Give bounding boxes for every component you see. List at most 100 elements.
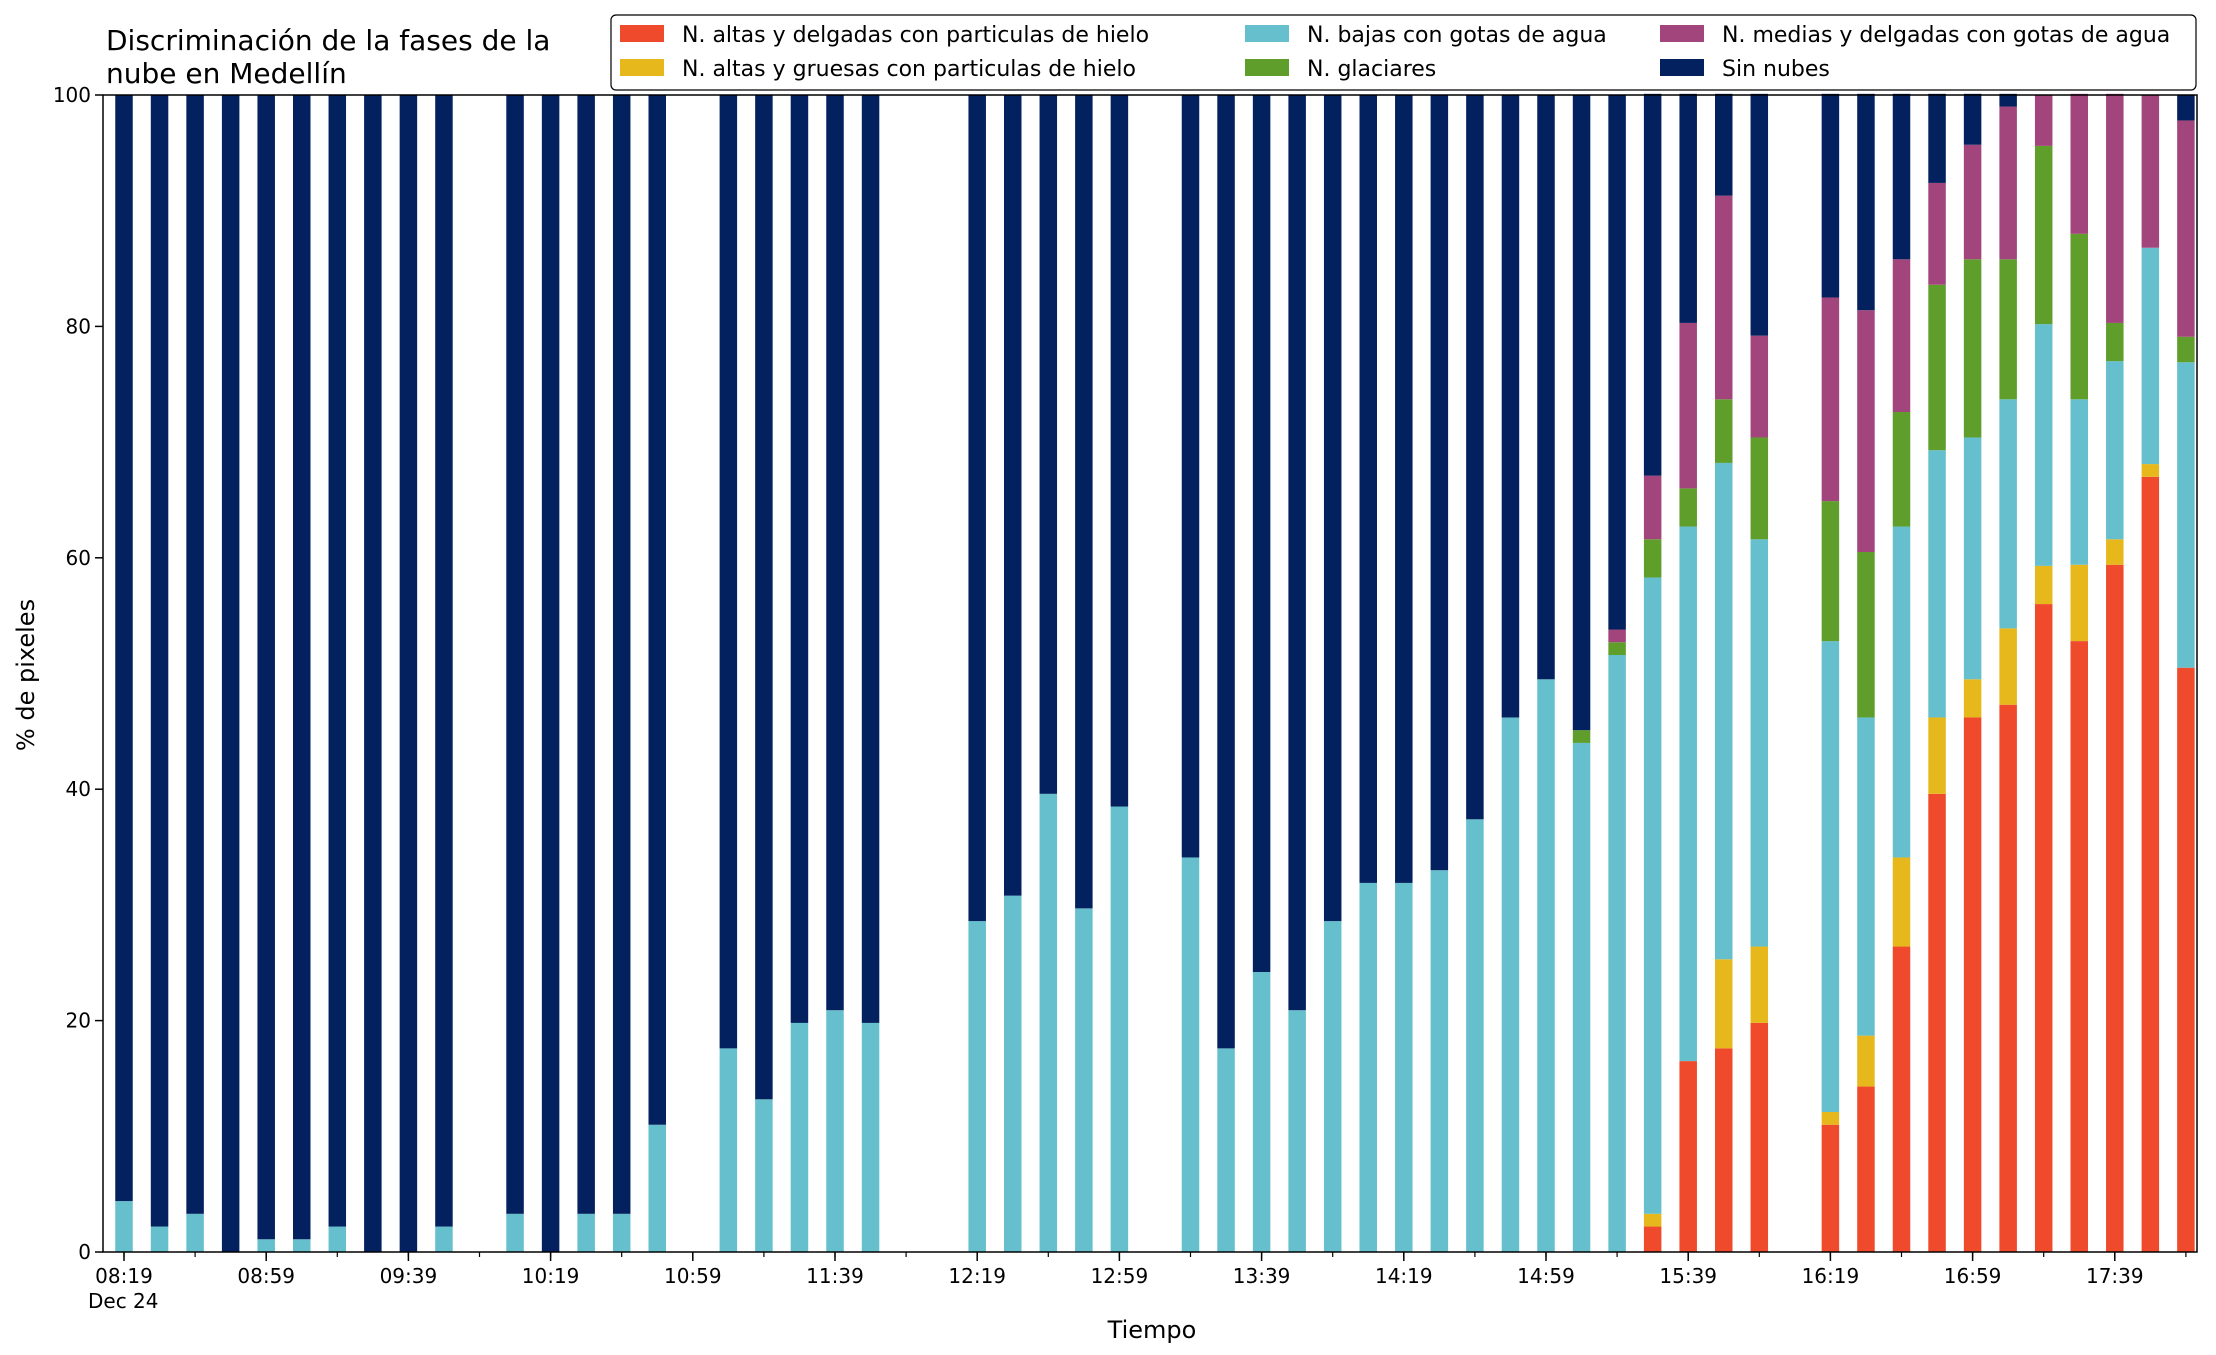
y-tick-label: 60 bbox=[66, 546, 91, 570]
bar-segment bbox=[1857, 1035, 1875, 1087]
bar-segment bbox=[2034, 324, 2053, 566]
bar-segment bbox=[1963, 679, 1982, 718]
bar-segment bbox=[1643, 93, 1662, 476]
bar-segment bbox=[1821, 1112, 1840, 1125]
bar-segment bbox=[1857, 310, 1875, 553]
bar-segment bbox=[293, 95, 311, 1240]
bar-segment bbox=[1679, 1061, 1697, 1252]
x-tick-label: 14:59 bbox=[1517, 1264, 1575, 1288]
bar-segment bbox=[577, 1213, 595, 1252]
bar-segment bbox=[1750, 335, 1769, 438]
bar-segment bbox=[1857, 717, 1875, 1036]
bar-segment bbox=[1572, 730, 1591, 743]
bar-segment bbox=[968, 921, 986, 1252]
bar-segment bbox=[1643, 1213, 1662, 1227]
bar-segment bbox=[1715, 399, 1733, 463]
bar-segment bbox=[1857, 93, 1875, 311]
bar-segment bbox=[1323, 95, 1342, 922]
bar-segment bbox=[293, 1239, 311, 1252]
bar-segment bbox=[1963, 717, 1982, 1252]
bar-segment bbox=[2177, 120, 2195, 337]
bar-segment bbox=[719, 95, 738, 1049]
bar-segment bbox=[1857, 552, 1875, 718]
bar-segment bbox=[1821, 93, 1840, 298]
bar-segment bbox=[1892, 412, 1911, 527]
bar-segment bbox=[1892, 526, 1911, 858]
x-tick-label: 17:39 bbox=[2086, 1264, 2144, 1288]
x-tick-label: 13:39 bbox=[1233, 1264, 1291, 1288]
bar-segment bbox=[2141, 464, 2160, 477]
legend-swatch bbox=[1245, 59, 1289, 76]
bar-segment bbox=[2141, 95, 2160, 248]
bar-segment bbox=[1572, 95, 1591, 731]
bar-segment bbox=[1999, 93, 2017, 107]
bar-segment bbox=[1892, 946, 1911, 1252]
bar-segment bbox=[1395, 95, 1413, 883]
legend-swatch bbox=[1660, 25, 1704, 42]
bar-segment bbox=[1963, 259, 1982, 438]
bar-segment bbox=[1110, 95, 1129, 807]
bar-segment bbox=[1608, 629, 1626, 643]
bar-segment bbox=[1643, 1226, 1662, 1252]
bar-segment bbox=[2177, 95, 2195, 121]
bar-segment bbox=[2034, 145, 2053, 325]
bar-segment bbox=[2177, 362, 2195, 668]
bar-segment bbox=[1252, 95, 1271, 973]
bar-segment bbox=[1750, 93, 1769, 336]
legend-swatch bbox=[1245, 25, 1289, 42]
bar-segment bbox=[2070, 564, 2088, 642]
bar-segment bbox=[612, 95, 631, 1214]
bar-segment bbox=[186, 1213, 204, 1252]
bar-segment bbox=[790, 1022, 809, 1252]
legend-label: Sin nubes bbox=[1722, 57, 1830, 82]
bar-segment bbox=[1288, 95, 1306, 1011]
bar-segment bbox=[1928, 93, 1946, 183]
y-axis-label: % de pixeles bbox=[12, 599, 40, 751]
bar-segment bbox=[506, 95, 524, 1214]
bar-segment bbox=[1181, 95, 1200, 858]
bar-segment bbox=[755, 95, 773, 1100]
bar-segment bbox=[257, 95, 275, 1240]
y-tick-label: 80 bbox=[66, 314, 91, 338]
bar-segment bbox=[648, 1124, 666, 1252]
bar-segment bbox=[1715, 1048, 1733, 1252]
x-axis-label: Tiempo bbox=[1107, 1316, 1197, 1344]
y-tick-label: 40 bbox=[66, 777, 91, 801]
x-tick-sublabel: Dec 24 bbox=[88, 1289, 159, 1313]
bar-segment bbox=[861, 1022, 880, 1252]
bars-layer bbox=[115, 93, 2195, 1252]
bar-segment bbox=[1217, 1048, 1235, 1252]
bar-segment bbox=[1039, 793, 1058, 1252]
bar-segment bbox=[1359, 882, 1377, 1252]
bar-segment bbox=[1608, 642, 1626, 655]
bar-segment bbox=[826, 95, 844, 1011]
bar-segment bbox=[1750, 539, 1769, 947]
bar-segment bbox=[1892, 93, 1911, 260]
y-tick-label: 20 bbox=[66, 1009, 91, 1033]
legend-label: N. glaciares bbox=[1307, 57, 1436, 82]
bar-segment bbox=[1928, 717, 1946, 794]
bar-segment bbox=[541, 95, 560, 1252]
bar-segment bbox=[1715, 93, 1733, 196]
bar-segment bbox=[1039, 95, 1058, 794]
bar-segment bbox=[1821, 297, 1840, 502]
chart-title: Discriminación de la fases de la nube en … bbox=[106, 24, 550, 90]
bar-segment bbox=[2034, 604, 2053, 1252]
bar-segment bbox=[1395, 882, 1413, 1252]
x-tick-label: 12:19 bbox=[948, 1264, 1006, 1288]
legend-label: N. medias y delgadas con gotas de agua bbox=[1722, 23, 2170, 48]
bar-segment bbox=[2106, 322, 2124, 362]
bar-segment bbox=[1821, 641, 1840, 1112]
bar-segment bbox=[577, 95, 595, 1214]
bar-segment bbox=[1928, 182, 1946, 285]
bar-segment bbox=[1252, 972, 1271, 1252]
legend-box bbox=[610, 14, 2197, 91]
bar-segment bbox=[1679, 93, 1697, 323]
bar-segment bbox=[755, 1099, 773, 1252]
legend-label: N. altas y gruesas con particulas de hie… bbox=[682, 57, 1136, 82]
bar-segment bbox=[1466, 819, 1484, 1252]
bar-segment bbox=[1430, 95, 1449, 871]
bar-segment bbox=[1572, 742, 1591, 1252]
